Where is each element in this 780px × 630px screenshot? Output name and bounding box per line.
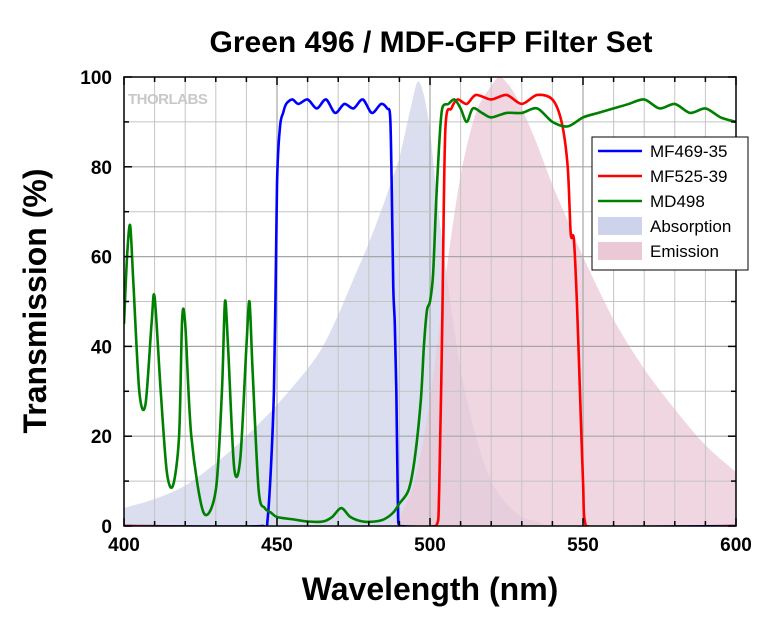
- x-tick-label: 500: [414, 535, 446, 556]
- line-layer: [124, 93, 736, 526]
- x-tick-labels: 400 450 500 550 600: [108, 535, 752, 556]
- mf469-35-line: [124, 98, 736, 526]
- md498-line: [124, 98, 736, 524]
- legend-label-mf525-39: MF525-39: [650, 167, 727, 186]
- x-tick-label: 450: [261, 535, 293, 556]
- y-tick-labels: 0 20 40 60 80 100: [80, 68, 112, 538]
- chart-title: Green 496 / MDF-GFP Filter Set: [210, 26, 653, 59]
- y-axis-title: Transmission (%): [17, 169, 53, 434]
- x-tick-label: 550: [567, 535, 599, 556]
- thorlabs-logo: THORLABS: [128, 91, 208, 108]
- legend-swatch-absorption: [598, 217, 642, 235]
- axis-ticks: [123, 76, 737, 527]
- mf525-39-line: [124, 93, 736, 526]
- x-tick-label: 600: [720, 535, 752, 556]
- legend-label-mf469-35: MF469-35: [650, 142, 727, 161]
- legend-swatch-emission: [598, 242, 642, 260]
- y-tick-label: 20: [91, 427, 112, 448]
- legend-label-emission: Emission: [650, 242, 719, 261]
- x-tick-label: 400: [108, 535, 140, 556]
- legend-label-absorption: Absorption: [650, 217, 731, 236]
- y-tick-label: 100: [80, 68, 112, 89]
- legend-label-md498: MD498: [650, 192, 705, 211]
- y-tick-label: 80: [91, 158, 112, 179]
- y-tick-label: 0: [101, 517, 112, 538]
- x-axis-title: Wavelength (nm): [302, 571, 559, 607]
- y-tick-label: 40: [91, 337, 112, 358]
- legend: MF469-35 MF525-39 MD498 Absorption Emission: [591, 136, 749, 271]
- y-tick-label: 60: [91, 248, 112, 269]
